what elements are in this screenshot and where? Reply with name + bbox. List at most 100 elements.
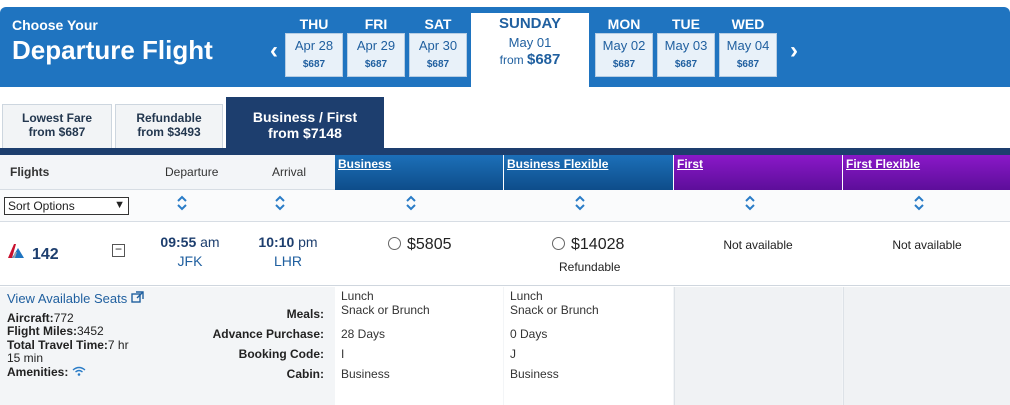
business-advance: 28 Days: [341, 327, 386, 341]
sort-business-flexible-icon[interactable]: [573, 195, 587, 212]
day-mon[interactable]: MON May 02 $687: [595, 16, 653, 77]
business-booking-code: I: [341, 347, 345, 361]
flight-number: 142: [32, 246, 59, 263]
aircraft-value: 772: [53, 311, 74, 325]
wifi-icon: [72, 365, 86, 379]
day-price: $687: [302, 59, 326, 70]
departure-airport: JFK: [177, 253, 203, 269]
day-fri[interactable]: FRI Apr 29 $687: [347, 16, 405, 77]
sort-first-flexible-icon[interactable]: [912, 195, 926, 212]
tab-refundable[interactable]: Refundable from $3493: [115, 104, 223, 148]
day-name: SAT: [424, 16, 452, 32]
tab-price: from $7148: [268, 125, 342, 141]
sort-business-icon[interactable]: [404, 195, 418, 212]
day-price: $687: [736, 59, 760, 70]
sort-arrival-icon[interactable]: [273, 195, 287, 212]
fare-business-flexible[interactable]: $14028: [552, 236, 624, 254]
prev-dates-chevron-icon[interactable]: ‹: [270, 37, 278, 64]
cabin-header-first-flexible[interactable]: First Flexible: [843, 155, 1010, 190]
business-meals-1: Lunch: [341, 289, 374, 303]
tab-lowest-fare[interactable]: Lowest Fare from $687: [2, 104, 112, 148]
dep-time-value: 09:55: [160, 234, 197, 250]
chevron-down-icon: ▼: [114, 199, 125, 211]
sort-departure-icon[interactable]: [175, 195, 189, 212]
cabin-header-business-flexible[interactable]: Business Flexible: [504, 155, 673, 190]
day-price: $687: [364, 59, 388, 70]
sort-first-icon[interactable]: [743, 195, 757, 212]
price-value: $687: [526, 51, 561, 68]
refundable-note: Refundable: [559, 260, 621, 274]
day-date: Apr 30: [418, 38, 458, 53]
business-flexible-booking-code: J: [510, 347, 516, 361]
arr-ampm: pm: [298, 234, 318, 250]
meals-label: Meals:: [286, 307, 324, 321]
day-price: $687: [426, 59, 450, 70]
fare-first-unavailable: Not available: [723, 238, 793, 252]
arr-time-value: 10:10: [258, 234, 295, 250]
day-box[interactable]: May 04 $687: [719, 33, 777, 77]
fare-price: $14028: [571, 236, 625, 253]
day-date: Apr 29: [356, 38, 396, 53]
details-business-flexible-column: [504, 287, 673, 405]
view-available-seats-link[interactable]: View Available Seats: [7, 291, 144, 306]
date-header: Choose Your Departure Flight ‹ THU Apr 2…: [0, 7, 1010, 87]
tab-divider: [0, 148, 1010, 155]
day-box[interactable]: Apr 30 $687: [409, 33, 467, 77]
tab-price: from $3493: [137, 125, 201, 139]
fare-price: $5805: [407, 236, 452, 253]
collapse-details-button[interactable]: −: [112, 243, 125, 257]
day-date: May 02: [602, 38, 646, 53]
fare-radio[interactable]: [552, 237, 565, 250]
tab-label: Business / First: [252, 109, 358, 125]
day-thu[interactable]: THU Apr 28 $687: [285, 16, 343, 77]
fare-business[interactable]: $5805: [388, 236, 452, 254]
day-box[interactable]: Apr 28 $687: [285, 33, 343, 77]
day-name: MON: [607, 16, 641, 32]
tab-business-first[interactable]: Business / First from $7148: [226, 97, 384, 148]
fare-radio[interactable]: [388, 237, 401, 250]
details-business-column: [335, 287, 503, 405]
cabin-header-business[interactable]: Business: [335, 155, 503, 190]
business-flexible-meals-1: Lunch: [510, 289, 543, 303]
travel-time-value: 7 hr: [107, 338, 129, 352]
flights-header: Flights: [10, 165, 50, 179]
day-tue[interactable]: TUE May 03 $687: [657, 16, 715, 77]
arrival-header: Arrival: [272, 165, 307, 179]
view-seats-label: View Available Seats: [7, 291, 128, 306]
day-box[interactable]: May 03 $687: [657, 33, 715, 77]
flight-row: 142 − 09:55 am JFK 10:10 pm LHR $5805 $1…: [0, 222, 1010, 286]
next-dates-chevron-icon[interactable]: ›: [790, 37, 798, 64]
day-wed[interactable]: WED May 04 $687: [719, 16, 777, 77]
day-box[interactable]: May 02 $687: [595, 33, 653, 77]
travel-time-info-cont: 15 min: [7, 351, 44, 365]
sort-options-select[interactable]: Sort Options ▼: [4, 197, 129, 215]
day-name: FRI: [364, 16, 388, 32]
details-first-flexible-column: [843, 287, 1010, 405]
fare-first-flexible-unavailable: Not available: [892, 238, 962, 252]
selected-day-name: SUNDAY: [499, 15, 561, 32]
selected-day-price: from $687: [471, 51, 589, 68]
day-date: May 03: [664, 38, 708, 53]
day-date: May 04: [726, 38, 770, 53]
day-box[interactable]: Apr 29 $687: [347, 33, 405, 77]
travel-time-label: Total Travel Time:: [7, 338, 108, 352]
airline-logo-icon: [6, 242, 26, 265]
tab-label: Refundable: [136, 111, 202, 125]
booking-code-label: Booking Code:: [238, 347, 324, 361]
departure-time: 09:55 am: [150, 234, 230, 250]
departure-header: Departure: [165, 165, 219, 179]
business-cabin: Business: [341, 367, 390, 381]
cabin-header-first[interactable]: First: [674, 155, 842, 190]
day-price: $687: [674, 59, 698, 70]
sort-options-label: Sort Options: [8, 199, 75, 213]
advance-purchase-label: Advance Purchase:: [212, 327, 324, 341]
price-prefix: from: [499, 53, 524, 67]
tab-price: from $687: [28, 125, 86, 139]
business-flexible-advance: 0 Days: [510, 327, 548, 341]
business-flexible-cabin: Business: [510, 367, 559, 381]
aircraft-info: Aircraft:772: [7, 311, 74, 325]
day-sat[interactable]: SAT Apr 30 $687: [409, 16, 467, 77]
selected-day-sunday[interactable]: SUNDAY May 01 from $687: [471, 7, 589, 87]
amenities-info: Amenities:: [7, 365, 86, 379]
arrival-time: 10:10 pm: [248, 234, 328, 250]
